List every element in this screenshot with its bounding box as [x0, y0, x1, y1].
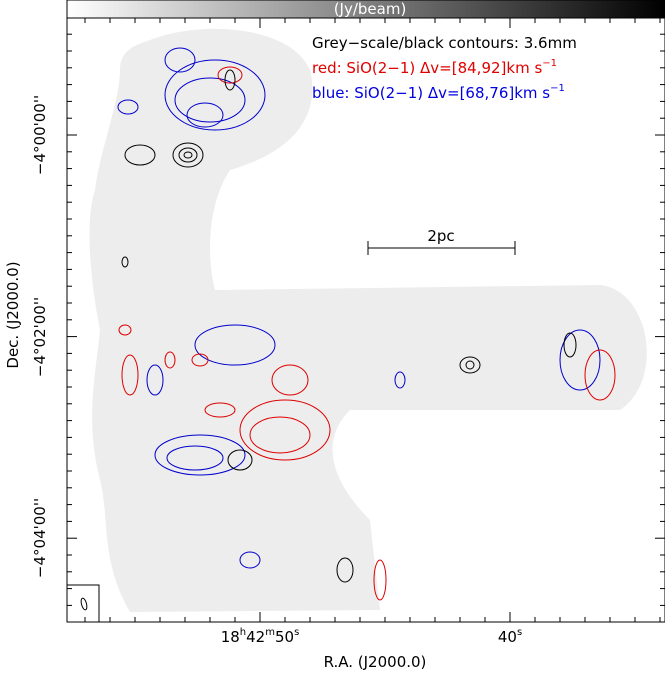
map [90, 29, 647, 612]
scale-bar-label: 2pc [427, 227, 454, 245]
y-axis-label: Dec. (J2000.0) [4, 261, 22, 368]
figure: (Jy/beam) 2pc R.A. (J2000.0) [0, 0, 665, 675]
x-axis-label: R.A. (J2000.0) [324, 653, 427, 671]
text-part: 18 [221, 628, 240, 646]
text-part: 50 [275, 628, 294, 646]
text-part: red: SiO(2−1) Δv=[84,92]km s [312, 59, 542, 77]
text-part: Grey−scale/black contours: 3.6mm [312, 34, 577, 52]
text: Grey−scale/black contours: 3.6mm [312, 34, 577, 52]
text: 18h42m50s [221, 627, 300, 646]
superscript: s [294, 627, 299, 638]
superscript: m [265, 627, 275, 638]
text: red: SiO(2−1) Δv=[84,92]km s−1 [312, 58, 557, 77]
text-part: −4°00'00'' [31, 95, 49, 175]
colorbar-label: (Jy/beam) [334, 0, 407, 18]
text-part: 40 [498, 628, 517, 646]
text-part: blue: SiO(2−1) Δv=[68,76]km s [312, 84, 550, 102]
beam [80, 598, 88, 611]
text-part: 42 [246, 628, 265, 646]
text-part: −4°02'00'' [31, 297, 49, 377]
superscript: −1 [542, 58, 557, 69]
text: −4°02'00'' [31, 297, 49, 377]
text: 40s [498, 627, 522, 646]
text: blue: SiO(2−1) Δv=[68,76]km s−1 [312, 83, 565, 102]
superscript: s [517, 627, 522, 638]
beam-box [67, 585, 99, 622]
text: −4°00'00'' [31, 95, 49, 175]
text: −4°04'00'' [31, 498, 49, 578]
text-part: −4°04'00'' [31, 498, 49, 578]
superscript: −1 [550, 83, 565, 94]
